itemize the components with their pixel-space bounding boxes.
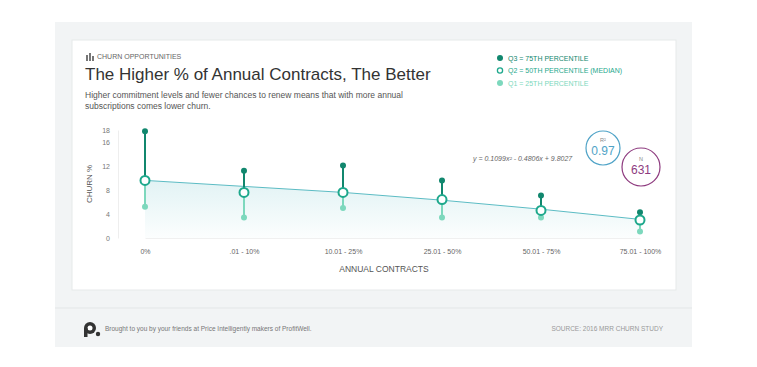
x-tick-label: 25.01 - 50% bbox=[424, 248, 462, 255]
point bbox=[340, 205, 346, 211]
stat-value: 0.97 bbox=[591, 144, 615, 158]
icon-bar bbox=[89, 53, 91, 61]
y-tick: 18 bbox=[102, 127, 118, 134]
y-tick-label: 8 bbox=[106, 187, 110, 194]
y-tick: 8 bbox=[106, 187, 118, 194]
y-axis-title: CHURN % bbox=[85, 165, 94, 203]
point bbox=[637, 228, 643, 234]
stat-bubble: R²0.97 bbox=[586, 131, 620, 165]
point bbox=[439, 215, 445, 221]
point bbox=[538, 192, 544, 198]
y-tick-label: 0 bbox=[106, 235, 110, 242]
legend-label: Q3 = 75TH PERCENTILE bbox=[508, 55, 589, 63]
x-tick-label: .01 - 10% bbox=[230, 248, 260, 255]
y-tick: 4 bbox=[106, 211, 118, 218]
y-axis-line bbox=[118, 131, 119, 239]
logo-part bbox=[88, 326, 93, 331]
subtitle: Higher commitment levels and fewer chanc… bbox=[85, 90, 403, 100]
point bbox=[142, 204, 148, 210]
point bbox=[537, 206, 546, 215]
point bbox=[637, 209, 643, 215]
kicker: CHURN OPPORTUNITIES bbox=[97, 53, 182, 60]
subtitle: subscriptions comes lower churn. bbox=[85, 101, 211, 111]
trend-equation: y = 0.1099x² - 0.4806x + 9.8027 bbox=[472, 155, 573, 163]
stat-label: N bbox=[639, 156, 643, 162]
x-tick: 50.01 - 75% bbox=[523, 238, 561, 255]
logo-part bbox=[84, 328, 88, 337]
x-tick: 10.01 - 25% bbox=[325, 238, 363, 255]
footer-text: Brought to you by your friends at Price … bbox=[105, 325, 312, 333]
legend-label: Q2 = 50TH PERCENTILE (MEDIAN) bbox=[508, 67, 622, 75]
icon-bar bbox=[86, 55, 88, 61]
footer-logo bbox=[84, 322, 100, 337]
point bbox=[240, 188, 249, 197]
kicker-icon bbox=[86, 53, 94, 61]
y-tick-label: 4 bbox=[106, 211, 110, 218]
legend-label: Q1 = 25TH PERCENTILE bbox=[508, 80, 589, 88]
point bbox=[340, 162, 346, 168]
x-tick-label: 50.01 - 75% bbox=[523, 248, 561, 255]
stat-circle bbox=[586, 131, 620, 165]
stat-label: R² bbox=[600, 137, 606, 143]
point bbox=[339, 188, 348, 197]
y-tick-label: 18 bbox=[102, 127, 110, 134]
plot-marks bbox=[141, 128, 645, 238]
x-axis-line bbox=[146, 238, 641, 239]
point bbox=[142, 128, 148, 134]
x-tick: 25.01 - 50% bbox=[424, 238, 462, 255]
logo-part bbox=[96, 332, 100, 336]
legend-marker bbox=[497, 68, 502, 73]
legend-marker bbox=[497, 80, 503, 86]
footer-separator bbox=[55, 308, 692, 309]
title: The Higher % of Annual Contracts, The Be… bbox=[85, 65, 431, 84]
stat-bubble: N631 bbox=[622, 148, 660, 186]
point bbox=[636, 216, 645, 225]
y-axis: 0 4 8 12 16 18 bbox=[102, 127, 118, 242]
trend-line bbox=[145, 180, 640, 219]
point bbox=[141, 176, 150, 185]
x-tick-label: 75.01 - 100% bbox=[620, 248, 662, 255]
x-axis: 0% .01 - 10% 10.01 - 25% 25.01 - 50% 50.01 -… bbox=[140, 238, 661, 255]
trend-area bbox=[145, 180, 640, 238]
y-tick: 12 bbox=[102, 163, 118, 170]
x-axis-title: ANNUAL CONTRACTS bbox=[339, 264, 429, 274]
chart-svg: CHURN OPPORTUNITIES The Higher % of Annua… bbox=[0, 0, 757, 367]
source-text: SOURCE: 2016 MRR CHURN STUDY bbox=[551, 325, 663, 332]
x-tick: 75.01 - 100% bbox=[620, 238, 662, 255]
x-tick: .01 - 10% bbox=[230, 238, 260, 255]
legend-marker bbox=[497, 55, 503, 61]
range-stem bbox=[144, 131, 146, 180]
x-tick-label: 0% bbox=[140, 248, 150, 255]
y-tick: 0 bbox=[106, 235, 118, 242]
y-tick-label: 12 bbox=[102, 163, 110, 170]
point bbox=[438, 195, 447, 204]
stat-value: 631 bbox=[631, 163, 651, 177]
y-tick: 16 bbox=[102, 139, 118, 146]
x-tick-label: 10.01 - 25% bbox=[325, 248, 363, 255]
stat-circle bbox=[622, 148, 660, 186]
point bbox=[241, 215, 247, 221]
point bbox=[439, 177, 445, 183]
x-tick: 0% bbox=[140, 238, 150, 255]
y-tick-label: 16 bbox=[102, 139, 110, 146]
point bbox=[241, 168, 247, 174]
card bbox=[72, 40, 676, 290]
background-panel bbox=[55, 22, 692, 347]
icon-bar bbox=[92, 56, 94, 61]
